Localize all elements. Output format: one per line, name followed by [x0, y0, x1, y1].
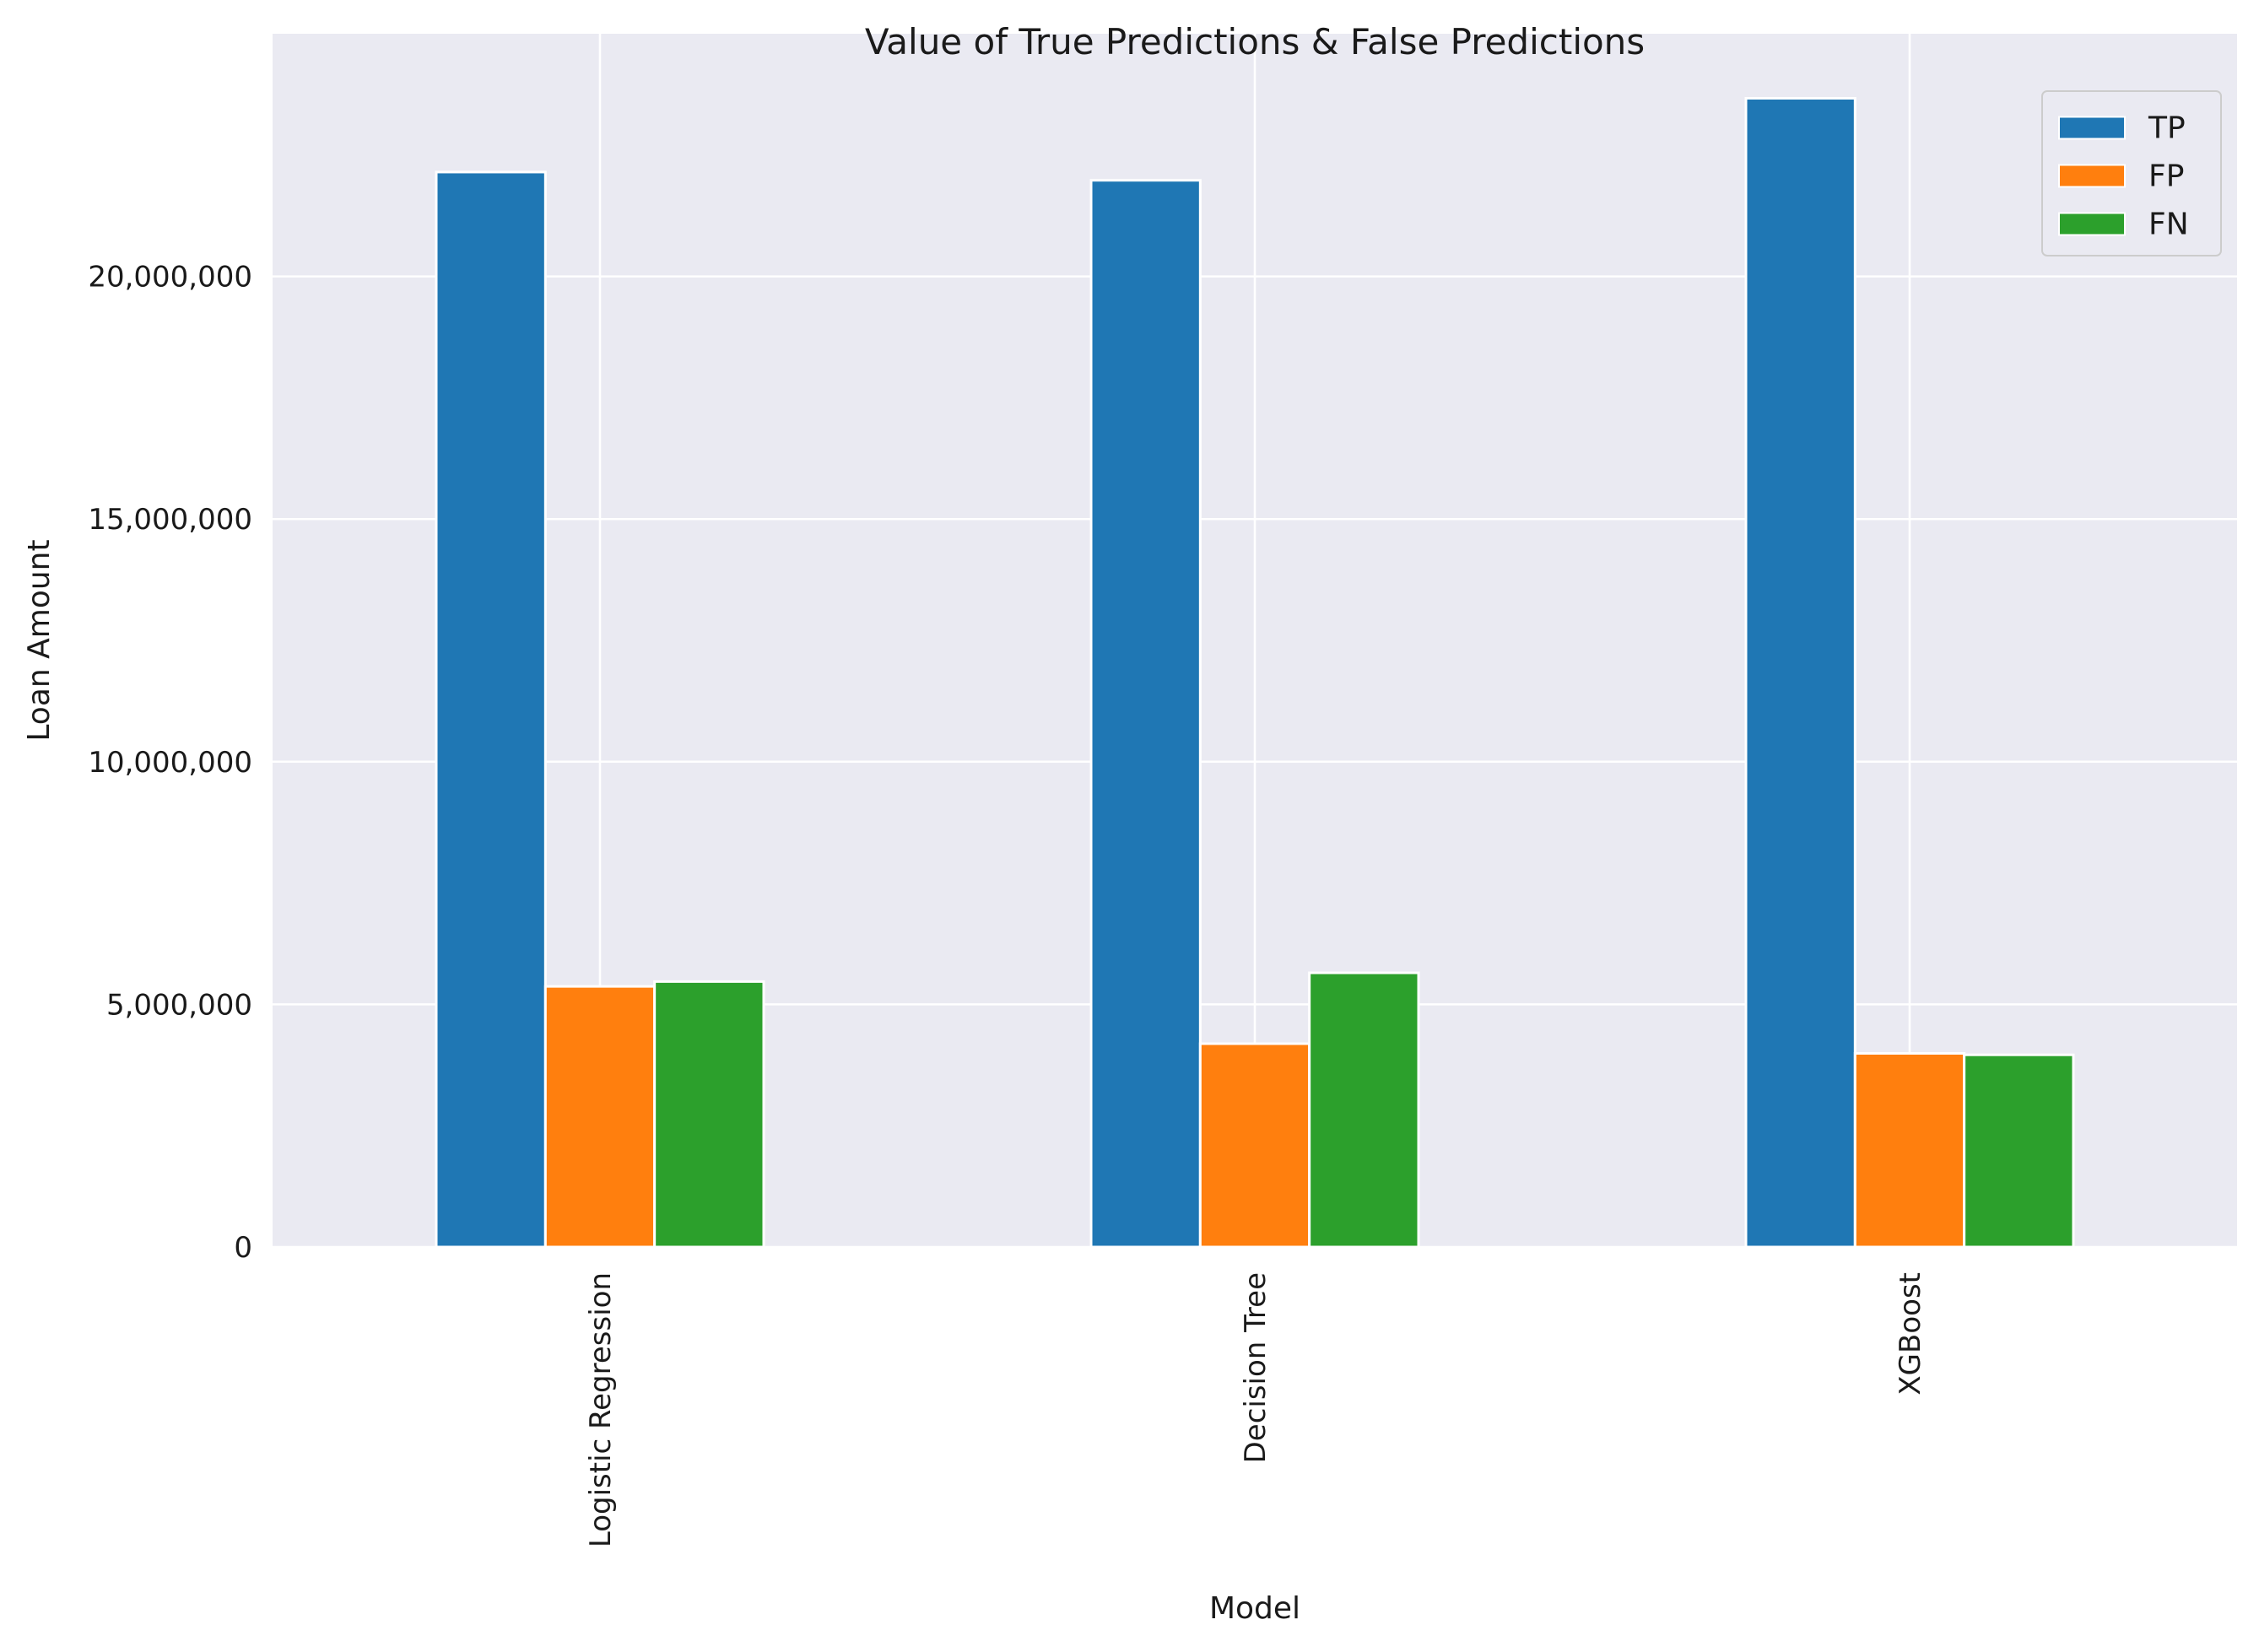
legend-swatch-fp	[2058, 164, 2126, 188]
legend-label-fp: FP	[2148, 159, 2184, 194]
legend: TP FP FN	[2041, 90, 2222, 256]
x-axis-label: Model	[1209, 1591, 1300, 1626]
legend-label-tp: TP	[2148, 111, 2186, 146]
y-axis-ticks: 0 5,000,000 10,000,000 15,000,000 20,000,000	[88, 261, 252, 1265]
bar-fn	[653, 980, 765, 1249]
bar-fp	[1198, 1042, 1311, 1249]
legend-label-fn: FN	[2148, 208, 2189, 242]
bars	[435, 97, 2075, 1249]
y-tick-label: 15,000,000	[88, 503, 252, 537]
bar-tp	[1744, 97, 1856, 1249]
bar-fp	[543, 985, 657, 1249]
y-tick-label: 0	[234, 1231, 252, 1265]
y-tick-label: 5,000,000	[106, 988, 252, 1022]
x-tick-label: Decision Tree	[1239, 1272, 1273, 1463]
legend-swatch-tp	[2058, 116, 2126, 140]
x-tick-label: XGBoost	[1894, 1272, 1927, 1396]
legend-swatch-fn	[2058, 212, 2126, 236]
y-axis-label: Loan Amount	[22, 539, 57, 741]
chart-title: Value of True Predictions & False Predic…	[865, 21, 1645, 62]
y-tick-label: 10,000,000	[88, 746, 252, 780]
bar-fp	[1853, 1051, 1966, 1249]
x-tick-label: Logistic Regression	[584, 1272, 618, 1547]
bar-tp	[435, 170, 547, 1249]
y-tick-label: 20,000,000	[88, 261, 252, 294]
bar-tp	[1089, 179, 1202, 1249]
bar-fn	[1963, 1053, 2075, 1249]
x-axis-ticks: Logistic Regression Decision Tree XGBoost	[584, 1272, 1927, 1547]
bar-fn	[1308, 971, 1420, 1249]
